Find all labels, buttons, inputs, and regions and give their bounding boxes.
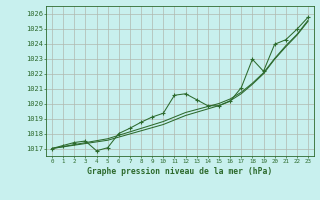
X-axis label: Graphe pression niveau de la mer (hPa): Graphe pression niveau de la mer (hPa) xyxy=(87,167,273,176)
